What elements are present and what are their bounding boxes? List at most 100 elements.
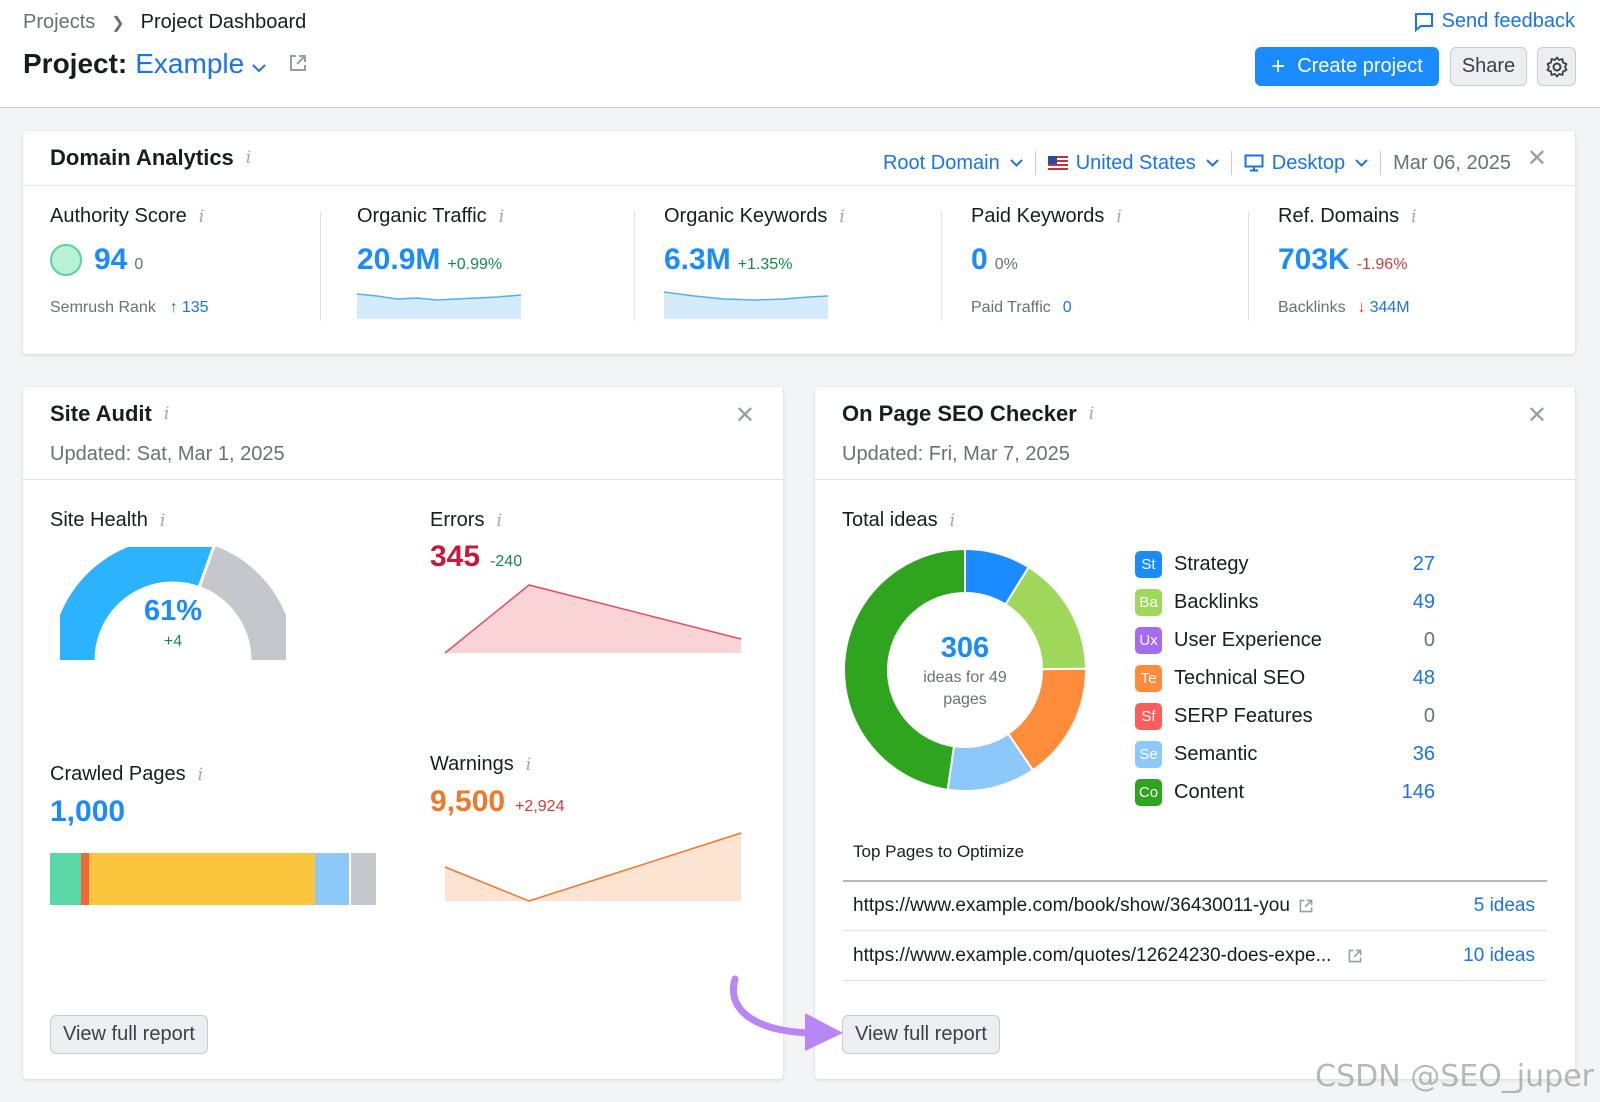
create-project-button[interactable]: + Create project bbox=[1255, 47, 1439, 86]
site-audit-view-report-button[interactable]: View full report bbox=[50, 1015, 208, 1054]
crawled-pages-value[interactable]: 1,000 bbox=[50, 795, 126, 828]
legend-count[interactable]: 27 bbox=[1412, 552, 1435, 575]
top-page-ideas-link[interactable]: 10 ideas bbox=[1463, 944, 1535, 966]
legend-label: User Experience bbox=[1174, 628, 1322, 651]
site-health-value[interactable]: 61% bbox=[143, 595, 203, 627]
warnings-delta: +2,924 bbox=[515, 798, 565, 815]
settings-button[interactable] bbox=[1537, 47, 1576, 86]
breadcrumb-projects-link[interactable]: Projects bbox=[23, 11, 96, 33]
warnings-value[interactable]: 9,500 bbox=[430, 785, 506, 818]
info-icon[interactable]: i bbox=[159, 510, 166, 531]
chevron-down-icon[interactable] bbox=[252, 48, 266, 80]
backlinks-value[interactable]: 344M bbox=[1369, 299, 1410, 316]
semrush-rank-value[interactable]: 135 bbox=[181, 299, 209, 316]
info-icon[interactable]: i bbox=[949, 510, 956, 531]
total-ideas-value[interactable]: 306 bbox=[940, 632, 990, 664]
errors-label: Errors i bbox=[430, 509, 502, 531]
bar-segment-redirected[interactable] bbox=[315, 853, 349, 905]
info-icon[interactable]: i bbox=[1411, 206, 1417, 227]
country-dropdown[interactable]: United States bbox=[1047, 152, 1219, 175]
legend-item-backlinks[interactable]: Ba Backlinks 49 bbox=[1135, 583, 1435, 621]
organic-traffic-value[interactable]: 20.9M bbox=[357, 243, 441, 276]
paid-keywords-delta: 0% bbox=[994, 256, 1018, 273]
bar-segment-healthy[interactable] bbox=[50, 853, 81, 905]
legend-label: Strategy bbox=[1174, 552, 1249, 575]
info-icon[interactable]: i bbox=[198, 206, 205, 227]
chevron-right-icon: ❯ bbox=[111, 14, 125, 32]
filter-divider bbox=[1380, 151, 1382, 175]
errors-value[interactable]: 345 bbox=[430, 540, 481, 573]
organic-keywords-label: Organic Keywords i bbox=[664, 205, 845, 227]
info-icon[interactable]: i bbox=[245, 148, 252, 168]
site-health-gauge bbox=[60, 547, 286, 661]
paid-keywords-value[interactable]: 0 bbox=[971, 243, 988, 276]
legend-item-strategy[interactable]: St Strategy 27 bbox=[1135, 545, 1435, 583]
root-domain-label: Root Domain bbox=[882, 151, 1000, 174]
info-icon[interactable]: i bbox=[197, 764, 204, 785]
legend-count[interactable]: 146 bbox=[1401, 780, 1435, 803]
close-icon[interactable]: ✕ bbox=[734, 402, 755, 429]
legend-item-serp-features[interactable]: Sf SERP Features 0 bbox=[1135, 697, 1435, 735]
send-feedback-link[interactable]: Send feedback bbox=[1414, 10, 1575, 33]
site-audit-card: Site Audit i ✕ Updated: Sat, Mar 1, 2025… bbox=[23, 387, 783, 1079]
project-selector[interactable]: Example bbox=[135, 48, 245, 79]
authority-score-metric: Authority Score i 94 0 Semrush Rank ↑ 135 bbox=[50, 205, 350, 317]
root-domain-dropdown[interactable]: Root Domain bbox=[883, 152, 1023, 175]
bar-segment-blocked[interactable] bbox=[349, 853, 376, 905]
legend-item-content[interactable]: Co Content 146 bbox=[1135, 773, 1435, 811]
warnings-value-row: 9,500 +2,924 bbox=[430, 785, 564, 819]
page-title: Project: Example bbox=[23, 48, 308, 80]
legend-item-user-experience[interactable]: Ux User Experience 0 bbox=[1135, 621, 1435, 659]
share-button[interactable]: Share bbox=[1450, 47, 1527, 86]
external-link-icon[interactable] bbox=[1298, 898, 1314, 914]
on-page-view-report-button[interactable]: View full report bbox=[842, 1015, 1000, 1054]
close-icon[interactable]: ✕ bbox=[1526, 402, 1547, 429]
info-icon[interactable]: i bbox=[1116, 206, 1122, 227]
legend-item-technical-seo[interactable]: Te Technical SEO 48 bbox=[1135, 659, 1435, 697]
semrush-rank-label: Semrush Rank bbox=[50, 299, 156, 316]
top-page-ideas-link[interactable]: 5 ideas bbox=[1473, 895, 1535, 916]
semrush-rank-row: Semrush Rank ↑ 135 bbox=[50, 299, 209, 317]
domain-analytics-title-text: Domain Analytics bbox=[50, 145, 234, 170]
watermark: CSDN @SEO_juper bbox=[1315, 1059, 1594, 1094]
organic-keywords-value[interactable]: 6.3M bbox=[664, 243, 731, 276]
ref-domains-value[interactable]: 703K bbox=[1278, 243, 1350, 276]
info-icon[interactable]: i bbox=[1088, 404, 1095, 424]
external-link-icon[interactable] bbox=[1347, 948, 1363, 964]
legend-count[interactable]: 36 bbox=[1412, 742, 1435, 765]
category-badge-icon: Co bbox=[1135, 778, 1162, 806]
total-ideas-label: Total ideas i bbox=[842, 509, 956, 531]
info-icon[interactable]: i bbox=[163, 404, 170, 424]
top-page-row: https://www.example.com/quotes/12624230-… bbox=[843, 930, 1547, 980]
device-dropdown[interactable]: Desktop bbox=[1244, 152, 1368, 175]
filter-divider bbox=[1034, 151, 1036, 175]
organic-keywords-value-row: 6.3M +1.35% bbox=[664, 243, 792, 277]
info-icon[interactable]: i bbox=[498, 206, 505, 227]
info-icon[interactable]: i bbox=[496, 510, 502, 531]
metric-divider bbox=[634, 211, 635, 321]
ref-domains-metric: Ref. Domains i 703K -1.96% Backlinks ↓ 34… bbox=[1278, 205, 1578, 316]
ref-domains-value-row: 703K -1.96% bbox=[1278, 243, 1407, 277]
close-icon[interactable]: ✕ bbox=[1526, 145, 1547, 172]
bar-segment-issues[interactable] bbox=[89, 853, 315, 905]
legend-count[interactable]: 49 bbox=[1412, 590, 1435, 613]
filter-divider bbox=[1230, 151, 1232, 175]
info-icon[interactable]: i bbox=[525, 754, 532, 775]
legend-count[interactable]: 48 bbox=[1412, 666, 1435, 689]
donut-slice-content[interactable] bbox=[843, 547, 966, 791]
site-audit-title-text: Site Audit bbox=[50, 401, 152, 426]
external-link-icon[interactable] bbox=[288, 48, 308, 80]
info-icon[interactable]: i bbox=[839, 206, 845, 227]
authority-score-delta: 0 bbox=[134, 256, 144, 273]
bar-segment-broken[interactable] bbox=[81, 853, 89, 905]
errors-value-row: 345 -240 bbox=[430, 540, 522, 574]
paid-traffic-value[interactable]: 0 bbox=[1062, 299, 1072, 316]
legend-item-semantic[interactable]: Se Semantic 36 bbox=[1135, 735, 1435, 773]
organic-traffic-delta: +0.99% bbox=[447, 256, 503, 273]
top-page-url[interactable]: https://www.example.com/book/show/364300… bbox=[853, 895, 1290, 916]
annotation-arrow-icon bbox=[730, 975, 843, 1051]
authority-score-value-row: 94 0 bbox=[50, 243, 143, 277]
top-page-url[interactable]: https://www.example.com/quotes/12624230-… bbox=[853, 944, 1332, 966]
backlinks-label: Backlinks bbox=[1278, 299, 1346, 316]
arrow-up-icon: ↑ bbox=[169, 299, 178, 316]
